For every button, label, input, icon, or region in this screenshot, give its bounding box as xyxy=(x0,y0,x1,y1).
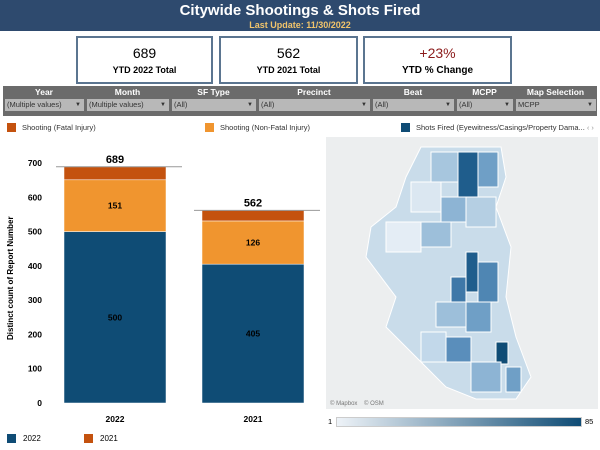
y-tick-label: 0 xyxy=(37,398,42,408)
bar-segment[interactable] xyxy=(63,231,167,404)
bottom-legend-2021[interactable]: 2021 xyxy=(84,434,118,443)
bottom-legend-2022[interactable]: 2022 xyxy=(7,434,41,443)
filter-value: (All) xyxy=(174,100,188,109)
total-label: 689 xyxy=(106,154,124,166)
filter-year: Year (Multiple values) ▼ xyxy=(3,86,85,116)
chevron-down-icon: ▼ xyxy=(445,102,451,108)
color-scale-legend: 1 85 xyxy=(326,416,598,430)
filter-dropdown[interactable]: (All) ▼ xyxy=(259,99,370,111)
filter-value: (All) xyxy=(459,100,473,109)
filter-value: (Multiple values) xyxy=(89,100,144,109)
bar-chart: 0 100 200 300 400 500 600 700 500 151 689 2022 405 12… xyxy=(28,154,320,424)
filter-dropdown[interactable]: (All) ▼ xyxy=(457,99,513,111)
color-ramp xyxy=(336,417,582,427)
bar-segment[interactable] xyxy=(201,220,305,265)
filter-dropdown[interactable]: (Multiple values) ▼ xyxy=(87,99,169,111)
scale-min: 1 xyxy=(328,417,333,426)
chevron-down-icon: ▼ xyxy=(160,102,166,108)
legend-shots-fired[interactable]: Shots Fired (Eyewitness/Casings/Property… xyxy=(401,123,594,132)
x-tick-label: 2022 xyxy=(106,414,125,424)
legend-label: Shooting (Non-Fatal Injury) xyxy=(220,123,311,132)
last-update: Last Update: 11/30/2022 xyxy=(249,20,351,30)
data-label: 405 xyxy=(246,329,260,339)
filter-dropdown[interactable]: MCPP ▼ xyxy=(516,99,596,111)
filter-label: MCPP xyxy=(472,87,497,97)
legend-fatal[interactable]: Shooting (Fatal Injury) xyxy=(7,123,96,132)
filter-month: Month (Multiple values) ▼ xyxy=(85,86,170,116)
filter-value: MCPP xyxy=(518,100,540,109)
bar-segment[interactable] xyxy=(63,166,167,181)
filter-label: Precinct xyxy=(297,87,331,97)
filter-label: Month xyxy=(114,87,141,97)
legend-swatch xyxy=(205,123,214,132)
bar-segment[interactable] xyxy=(201,263,305,404)
kpi-value: 562 xyxy=(276,45,301,61)
filter-value: (Multiple values) xyxy=(7,100,62,109)
kpi-label: YTD % Change xyxy=(401,65,474,76)
filter-sf-type: SF Type (All) ▼ xyxy=(170,86,257,116)
y-tick-label: 100 xyxy=(28,364,42,374)
y-tick-label: 500 xyxy=(28,227,42,237)
data-label: 151 xyxy=(108,201,122,211)
map-attribution-osm[interactable]: © OSM xyxy=(364,400,384,407)
legend-swatch xyxy=(7,123,16,132)
x-tick-label: 2021 xyxy=(244,414,263,424)
data-label: 500 xyxy=(108,312,122,322)
legend-swatch xyxy=(7,434,16,443)
filter-dropdown[interactable]: (All) ▼ xyxy=(373,99,454,111)
chevron-down-icon: ▼ xyxy=(504,102,510,108)
kpi-value: 689 xyxy=(132,45,157,61)
y-tick-label: 600 xyxy=(28,192,42,202)
legend-swatch xyxy=(401,123,410,132)
legend-scroll-arrows-icon[interactable]: ‹ › xyxy=(586,123,594,132)
bar-segment[interactable] xyxy=(63,179,167,232)
filter-bar: Year (Multiple values) ▼ Month (Multiple val… xyxy=(3,86,597,116)
filter-beat: Beat (All) ▼ xyxy=(371,86,455,116)
scale-max: 85 xyxy=(585,417,594,426)
page-title: Citywide Shootings & Shots Fired xyxy=(179,2,421,19)
mcpp-map[interactable]: © Mapbox © OSM xyxy=(326,137,598,409)
y-tick-label: 200 xyxy=(28,329,42,339)
data-label: 126 xyxy=(246,238,260,248)
bar-segment[interactable] xyxy=(201,210,305,222)
kpi-label: YTD 2022 Total xyxy=(112,65,177,75)
legend-label: Shooting (Fatal Injury) xyxy=(22,123,96,132)
y-tick-label: 700 xyxy=(28,158,42,168)
kpi-value: +23% xyxy=(419,45,456,61)
filter-value: (All) xyxy=(261,100,275,109)
filter-label: Beat xyxy=(403,87,423,97)
legend-swatch xyxy=(84,434,93,443)
filter-precinct: Precinct (All) ▼ xyxy=(257,86,371,116)
y-tick-label: 300 xyxy=(28,295,42,305)
filter-value: (All) xyxy=(375,100,389,109)
legend-label: Shots Fired (Eyewitness/Casings/Property… xyxy=(416,123,585,132)
filter-dropdown[interactable]: (All) ▼ xyxy=(172,99,256,111)
filter-mcpp: MCPP (All) ▼ xyxy=(455,86,514,116)
legend-nonfatal[interactable]: Shooting (Non-Fatal Injury) xyxy=(205,123,310,132)
kpi-ytd-2021: 562 YTD 2021 Total xyxy=(219,36,358,84)
y-tick-label: 400 xyxy=(28,261,42,271)
map-districts xyxy=(385,151,522,393)
kpi-ytd-2022: 689 YTD 2022 Total xyxy=(76,36,213,84)
kpi-label: YTD 2021 Total xyxy=(256,65,321,75)
chevron-down-icon: ▼ xyxy=(587,102,593,108)
legend-label: 2021 xyxy=(100,434,118,443)
map-attribution-mapbox[interactable]: © Mapbox xyxy=(330,400,357,407)
filter-label: Year xyxy=(35,87,53,97)
filter-dropdown[interactable]: (Multiple values) ▼ xyxy=(5,99,84,111)
dashboard-header: Citywide Shootings & Shots Fired Last Up… xyxy=(0,0,600,31)
kpi-pct-change: +23% YTD % Change xyxy=(363,36,512,84)
filter-label: SF Type xyxy=(197,87,230,97)
chevron-down-icon: ▼ xyxy=(247,102,253,108)
chevron-down-icon: ▼ xyxy=(75,102,81,108)
filter-map-selection: Map Selection MCPP ▼ xyxy=(514,86,597,116)
filter-label: Map Selection xyxy=(526,87,585,97)
legend-label: 2022 xyxy=(23,434,41,443)
total-label: 562 xyxy=(244,197,262,209)
chevron-down-icon: ▼ xyxy=(361,102,367,108)
